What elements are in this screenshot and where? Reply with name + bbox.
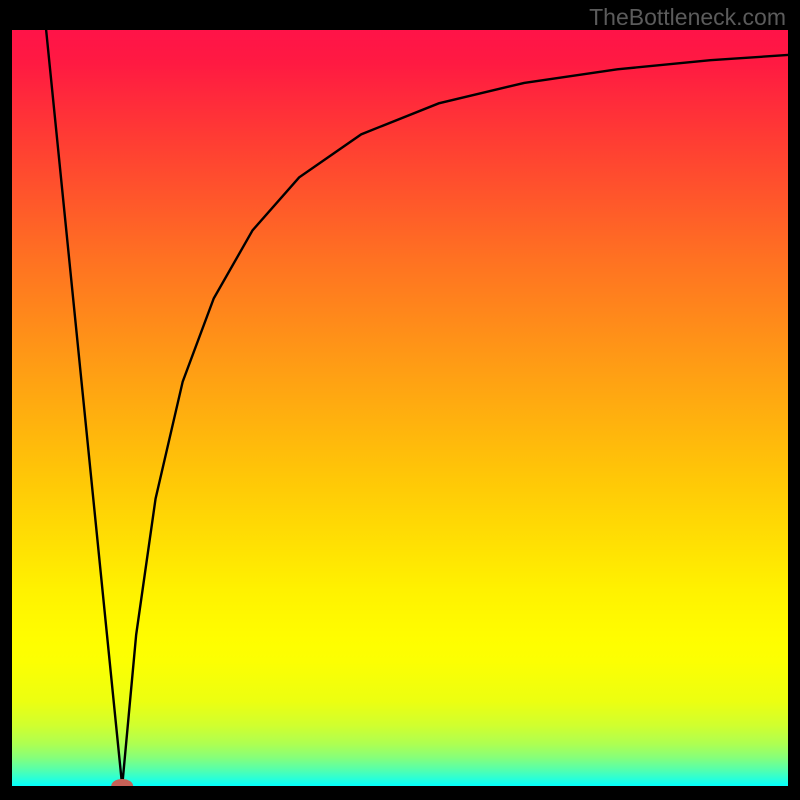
watermark-text: TheBottleneck.com	[589, 4, 786, 31]
bottleneck-chart	[12, 30, 788, 786]
gradient-background	[12, 30, 788, 786]
